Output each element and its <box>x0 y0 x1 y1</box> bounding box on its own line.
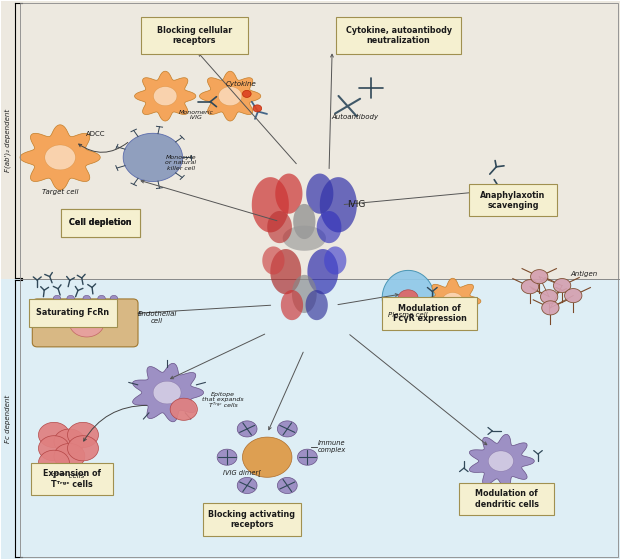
Polygon shape <box>307 249 338 294</box>
Polygon shape <box>281 290 303 320</box>
Polygon shape <box>297 449 317 465</box>
Polygon shape <box>68 436 99 461</box>
Polygon shape <box>252 177 289 232</box>
Polygon shape <box>54 444 85 469</box>
Text: Cytokine, autoantibody
neutralization: Cytokine, autoantibody neutralization <box>345 26 451 45</box>
Polygon shape <box>123 133 183 181</box>
Polygon shape <box>306 290 328 320</box>
Text: Cytokine: Cytokine <box>226 81 256 87</box>
FancyBboxPatch shape <box>203 503 301 536</box>
Polygon shape <box>270 249 301 294</box>
Text: Modulation of
dendritic cells: Modulation of dendritic cells <box>475 489 539 508</box>
Polygon shape <box>133 363 204 422</box>
FancyBboxPatch shape <box>469 184 557 217</box>
Polygon shape <box>20 125 100 190</box>
Text: IVIG dimer[: IVIG dimer[ <box>223 469 261 475</box>
Polygon shape <box>306 174 333 214</box>
Polygon shape <box>469 435 534 488</box>
FancyBboxPatch shape <box>61 209 140 236</box>
FancyBboxPatch shape <box>1 279 620 559</box>
Text: Modulation of
FcγR expression: Modulation of FcγR expression <box>392 304 466 323</box>
Polygon shape <box>275 174 302 214</box>
Polygon shape <box>53 295 61 301</box>
Polygon shape <box>320 177 357 232</box>
Text: Antigen: Antigen <box>570 272 597 278</box>
Polygon shape <box>170 398 197 421</box>
Text: Expansion of
Tᵀʳᵍᶜ cells: Expansion of Tᵀʳᵍᶜ cells <box>43 469 101 489</box>
Polygon shape <box>135 71 196 121</box>
Polygon shape <box>267 211 292 243</box>
Text: ADCC: ADCC <box>86 131 105 137</box>
Text: Endothelial
cell: Endothelial cell <box>137 311 177 324</box>
Polygon shape <box>317 211 342 243</box>
Polygon shape <box>153 381 181 404</box>
Polygon shape <box>324 246 347 274</box>
FancyBboxPatch shape <box>460 483 554 515</box>
Text: Cell depletion: Cell depletion <box>69 218 132 227</box>
Text: Monocyte
or natural
killer cell: Monocyte or natural killer cell <box>165 155 196 171</box>
Text: Autoantibody: Autoantibody <box>332 114 379 120</box>
Polygon shape <box>278 478 297 493</box>
Text: Blocking activating
receptors: Blocking activating receptors <box>208 510 295 529</box>
Polygon shape <box>70 309 104 337</box>
FancyBboxPatch shape <box>1 1 620 279</box>
Text: IVIG: IVIG <box>348 200 366 209</box>
Text: Epitope
that expands
Tᵀʳᵍᶜ cells: Epitope that expands Tᵀʳᵍᶜ cells <box>202 391 244 408</box>
Polygon shape <box>521 279 538 294</box>
Text: F(ab')₂ dependent: F(ab')₂ dependent <box>4 109 11 172</box>
Polygon shape <box>398 290 418 306</box>
FancyBboxPatch shape <box>141 17 248 54</box>
Polygon shape <box>242 90 251 97</box>
Polygon shape <box>283 226 326 251</box>
FancyBboxPatch shape <box>29 299 117 327</box>
Polygon shape <box>542 301 559 315</box>
Polygon shape <box>442 292 463 310</box>
Polygon shape <box>553 278 571 293</box>
Polygon shape <box>217 449 237 465</box>
Polygon shape <box>262 246 284 274</box>
Polygon shape <box>219 87 242 106</box>
Polygon shape <box>199 71 261 121</box>
Polygon shape <box>382 270 434 325</box>
Polygon shape <box>68 422 99 447</box>
FancyBboxPatch shape <box>382 297 477 330</box>
Polygon shape <box>564 288 582 302</box>
Polygon shape <box>153 87 177 106</box>
Polygon shape <box>237 478 257 493</box>
Polygon shape <box>530 269 548 284</box>
Polygon shape <box>39 436 70 461</box>
Polygon shape <box>83 295 91 301</box>
Text: Plasma cell: Plasma cell <box>388 311 428 318</box>
Text: Fc dependent: Fc dependent <box>4 395 11 443</box>
Polygon shape <box>292 275 317 313</box>
Polygon shape <box>98 295 105 301</box>
Polygon shape <box>39 422 70 447</box>
FancyBboxPatch shape <box>336 17 461 54</box>
Polygon shape <box>237 421 257 437</box>
Polygon shape <box>39 450 70 475</box>
Text: Immune
complex: Immune complex <box>318 440 346 452</box>
FancyBboxPatch shape <box>31 463 113 495</box>
Text: Cell depletion: Cell depletion <box>69 218 132 227</box>
Polygon shape <box>253 105 261 112</box>
Polygon shape <box>293 204 315 239</box>
Text: Anaphylaxotin
scavenging: Anaphylaxotin scavenging <box>480 190 546 210</box>
Text: Target cell: Target cell <box>42 189 78 195</box>
Polygon shape <box>110 295 117 301</box>
Text: Monomeric
IVIG: Monomeric IVIG <box>179 110 214 120</box>
Polygon shape <box>54 429 85 454</box>
Polygon shape <box>488 451 514 472</box>
Text: Saturating FcRn: Saturating FcRn <box>36 309 109 318</box>
Text: Tᵀʳᵍᶜ cells: Tᵀʳᵍᶜ cells <box>52 473 84 479</box>
Polygon shape <box>67 295 75 301</box>
Polygon shape <box>425 278 481 324</box>
Polygon shape <box>278 421 297 437</box>
Text: Blocking cellular
receptors: Blocking cellular receptors <box>157 26 232 45</box>
Polygon shape <box>540 290 558 304</box>
Polygon shape <box>242 437 292 477</box>
FancyBboxPatch shape <box>32 299 138 347</box>
FancyBboxPatch shape <box>61 209 140 236</box>
Polygon shape <box>45 145 75 170</box>
